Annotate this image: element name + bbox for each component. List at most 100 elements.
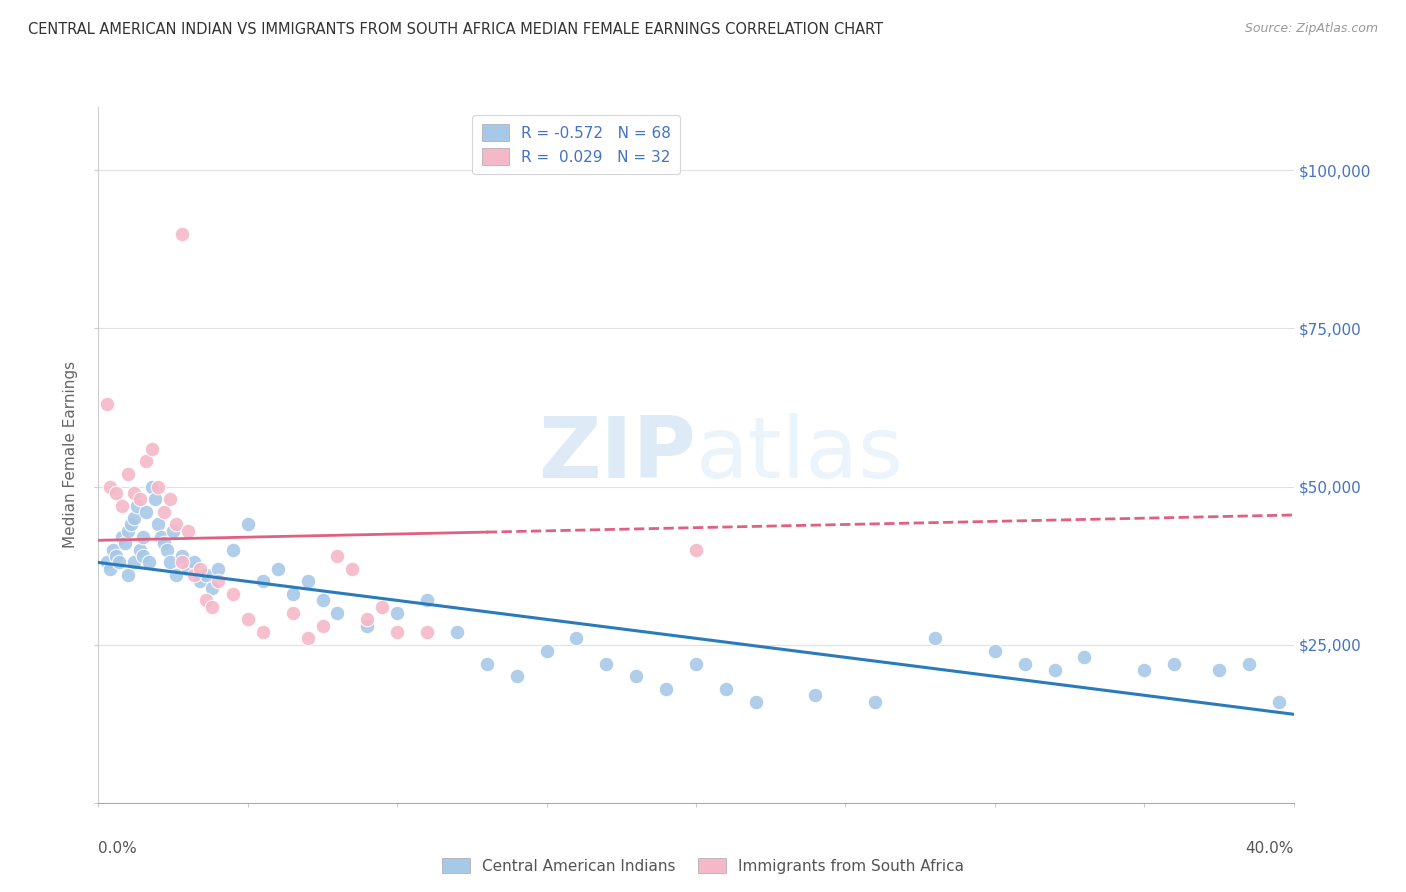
- Point: [117, 524, 139, 538]
- Point: [655, 681, 678, 696]
- Point: [177, 562, 200, 576]
- Legend: R = -0.572   N = 68, R =  0.029   N = 32: R = -0.572 N = 68, R = 0.029 N = 32: [472, 115, 681, 175]
- Point: [148, 479, 170, 493]
- Point: [297, 632, 319, 646]
- Point: [124, 511, 146, 525]
- Point: [236, 517, 259, 532]
- Point: [595, 657, 617, 671]
- Point: [114, 536, 136, 550]
- Point: [326, 549, 349, 563]
- Point: [745, 695, 768, 709]
- Point: [356, 612, 378, 626]
- Point: [252, 625, 274, 640]
- Point: [1208, 663, 1230, 677]
- Point: [111, 499, 134, 513]
- Legend: Central American Indians, Immigrants from South Africa: Central American Indians, Immigrants fro…: [436, 852, 970, 880]
- Point: [153, 505, 176, 519]
- Point: [1267, 695, 1289, 709]
- Point: [326, 606, 349, 620]
- Point: [132, 549, 155, 563]
- Point: [416, 593, 439, 607]
- Point: [1133, 663, 1156, 677]
- Point: [153, 536, 176, 550]
- Point: [924, 632, 946, 646]
- Point: [195, 568, 218, 582]
- Point: [267, 562, 290, 576]
- Point: [1163, 657, 1185, 671]
- Point: [188, 574, 211, 589]
- Point: [183, 568, 205, 582]
- Point: [100, 562, 122, 576]
- Point: [105, 486, 128, 500]
- Point: [138, 556, 160, 570]
- Point: [105, 549, 128, 563]
- Point: [342, 562, 364, 576]
- Point: [804, 688, 827, 702]
- Point: [385, 625, 409, 640]
- Point: [984, 644, 1007, 658]
- Point: [183, 556, 205, 570]
- Point: [111, 530, 134, 544]
- Point: [188, 562, 211, 576]
- Point: [96, 397, 118, 411]
- Point: [124, 556, 146, 570]
- Point: [117, 568, 139, 582]
- Point: [506, 669, 529, 683]
- Point: [129, 492, 152, 507]
- Point: [865, 695, 887, 709]
- Point: [297, 574, 319, 589]
- Point: [201, 599, 224, 614]
- Point: [475, 657, 498, 671]
- Point: [201, 581, 224, 595]
- Point: [150, 530, 173, 544]
- Point: [156, 542, 179, 557]
- Text: 0.0%: 0.0%: [98, 841, 138, 856]
- Point: [117, 467, 139, 481]
- Point: [127, 499, 149, 513]
- Point: [311, 618, 333, 632]
- Text: Source: ZipAtlas.com: Source: ZipAtlas.com: [1244, 22, 1378, 36]
- Point: [172, 549, 194, 563]
- Point: [100, 479, 122, 493]
- Point: [96, 556, 118, 570]
- Point: [195, 593, 218, 607]
- Point: [626, 669, 648, 683]
- Point: [222, 542, 245, 557]
- Text: atlas: atlas: [696, 413, 904, 497]
- Point: [416, 625, 439, 640]
- Point: [103, 542, 125, 557]
- Text: CENTRAL AMERICAN INDIAN VS IMMIGRANTS FROM SOUTH AFRICA MEDIAN FEMALE EARNINGS C: CENTRAL AMERICAN INDIAN VS IMMIGRANTS FR…: [28, 22, 883, 37]
- Point: [207, 562, 229, 576]
- Point: [165, 517, 187, 532]
- Point: [159, 556, 181, 570]
- Point: [172, 227, 194, 241]
- Point: [236, 612, 259, 626]
- Point: [565, 632, 588, 646]
- Point: [714, 681, 737, 696]
- Point: [135, 454, 157, 468]
- Point: [1073, 650, 1095, 665]
- Text: ZIP: ZIP: [538, 413, 696, 497]
- Point: [148, 517, 170, 532]
- Point: [108, 556, 131, 570]
- Point: [281, 606, 304, 620]
- Point: [120, 517, 142, 532]
- Point: [385, 606, 409, 620]
- Point: [1237, 657, 1260, 671]
- Point: [141, 479, 163, 493]
- Y-axis label: Median Female Earnings: Median Female Earnings: [63, 361, 79, 549]
- Point: [162, 524, 184, 538]
- Point: [124, 486, 146, 500]
- Point: [172, 556, 194, 570]
- Point: [685, 657, 707, 671]
- Point: [222, 587, 245, 601]
- Point: [132, 530, 155, 544]
- Point: [356, 618, 378, 632]
- Point: [177, 524, 200, 538]
- Point: [311, 593, 333, 607]
- Point: [536, 644, 558, 658]
- Point: [371, 599, 394, 614]
- Point: [281, 587, 304, 601]
- Point: [159, 492, 181, 507]
- Point: [207, 574, 229, 589]
